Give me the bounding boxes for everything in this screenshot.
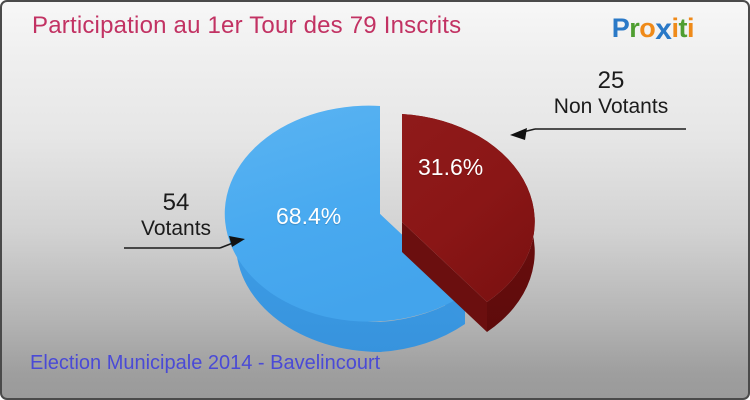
logo-letter-i1: i — [671, 13, 679, 43]
callout-non-votants-label: Non Votants — [553, 95, 669, 118]
pie-slice-non-votants-cut — [402, 222, 487, 332]
logo-letter-t: t — [678, 13, 687, 43]
callout-arrow-votants — [229, 236, 245, 247]
chart-title: Participation au 1er Tour des 79 Inscrit… — [32, 12, 462, 39]
slice-percent-non-votants: 31.6% — [418, 154, 484, 180]
logo-letter-p: P — [611, 13, 630, 43]
callout-votants: 54 Votants — [130, 190, 222, 241]
logo-letter-r: r — [629, 13, 640, 43]
logo-letter-x: x — [655, 13, 672, 46]
callout-arrow-non-votants — [510, 128, 527, 140]
proxiti-logo[interactable]: Proxiti — [611, 13, 695, 46]
callout-line-non-votants — [510, 128, 686, 140]
pie-slice-non-votants-top — [402, 114, 535, 302]
callout-votants-label: Votants — [140, 217, 212, 240]
callout-non-votants-count: 25 — [597, 67, 625, 94]
pie-slice-non-votants[interactable] — [402, 114, 535, 332]
callout-votants-count: 54 — [162, 189, 190, 216]
callout-line-votants — [124, 236, 245, 249]
slice-percent-votants: 68.4% — [276, 203, 342, 229]
logo-letter-o: o — [639, 13, 656, 43]
logo-letter-i2: i — [686, 13, 695, 43]
pie-slice-votants-top — [224, 105, 465, 322]
callout-non-votants: 25 Non Votants — [535, 68, 687, 119]
pie-slice-votants-side — [236, 214, 465, 352]
footer-caption: Election Municipale 2014 - Bavelincourt — [30, 352, 381, 374]
